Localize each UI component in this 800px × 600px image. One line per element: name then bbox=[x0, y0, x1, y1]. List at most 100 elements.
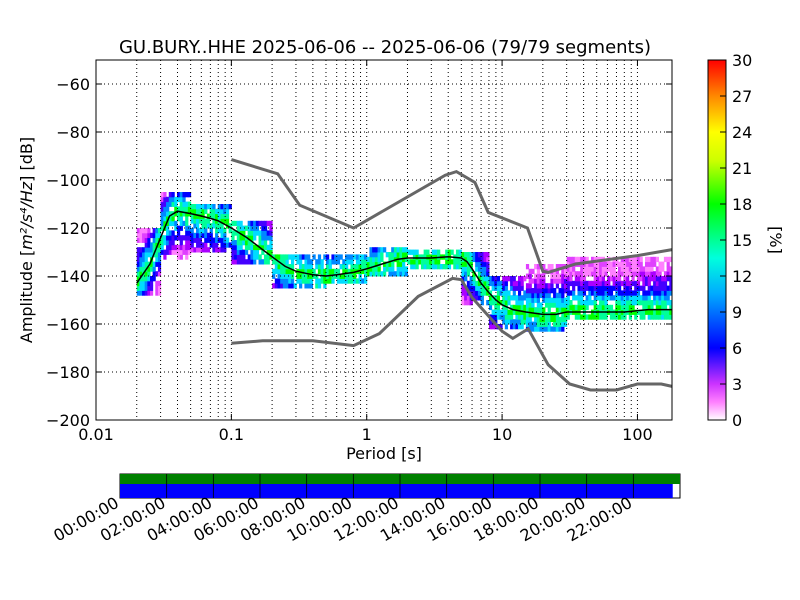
density-cell bbox=[190, 204, 194, 210]
density-cell bbox=[669, 271, 673, 277]
density-cell bbox=[609, 304, 614, 311]
density-cell bbox=[563, 321, 568, 327]
density-cell bbox=[176, 196, 181, 203]
density-cell bbox=[574, 256, 578, 263]
density-cell bbox=[491, 309, 495, 315]
density-cell bbox=[469, 266, 473, 272]
density-cell bbox=[144, 276, 148, 282]
density-cell bbox=[155, 232, 159, 239]
density-cell bbox=[447, 259, 452, 265]
density-cell bbox=[663, 276, 668, 282]
density-cell bbox=[301, 278, 305, 284]
density-cell bbox=[420, 264, 425, 270]
density-cell bbox=[599, 276, 603, 282]
density-cell bbox=[280, 259, 284, 265]
density-cell bbox=[536, 316, 541, 323]
density-cell bbox=[574, 304, 578, 311]
density-cell bbox=[166, 211, 170, 217]
density-cell bbox=[344, 264, 349, 270]
density-cell bbox=[466, 252, 471, 258]
density-cell bbox=[499, 309, 503, 315]
density-cell bbox=[160, 220, 164, 227]
density-cell bbox=[596, 295, 600, 301]
density-cell bbox=[561, 268, 565, 275]
density-cell bbox=[658, 261, 662, 267]
density-cell bbox=[288, 264, 292, 270]
density-cell bbox=[486, 252, 490, 258]
density-cell bbox=[209, 223, 213, 229]
density-cell bbox=[518, 309, 522, 315]
density-cell bbox=[601, 266, 605, 272]
density-cell bbox=[623, 271, 627, 277]
density-cell bbox=[176, 192, 181, 198]
density-cell bbox=[639, 256, 643, 263]
density-cell bbox=[596, 280, 600, 287]
density-cell bbox=[277, 273, 281, 279]
density-cell bbox=[142, 290, 146, 296]
axis-ticks: −200−180−160−140−120−100−80−600.01 0.1 1 10… bbox=[46, 60, 672, 444]
density-cell bbox=[483, 261, 487, 267]
density-cell bbox=[655, 285, 659, 291]
colorbar-tick-label: 0 bbox=[732, 411, 742, 430]
density-cell bbox=[168, 216, 173, 222]
density-cell bbox=[228, 204, 232, 210]
density-cell bbox=[166, 220, 170, 227]
density-cell bbox=[582, 304, 587, 311]
density-cell bbox=[666, 261, 670, 267]
density-cell bbox=[255, 220, 260, 227]
density-cell bbox=[142, 237, 146, 243]
density-cell bbox=[185, 225, 189, 231]
x-axis-label: Period [s] bbox=[346, 444, 422, 463]
density-cell bbox=[563, 307, 568, 313]
density-cell bbox=[486, 300, 490, 306]
density-cell bbox=[274, 259, 278, 265]
density-cell bbox=[553, 273, 557, 279]
density-cell bbox=[561, 316, 565, 323]
density-cell bbox=[353, 273, 357, 279]
density-cell bbox=[525, 307, 530, 313]
density-cell bbox=[504, 314, 508, 320]
density-cell bbox=[266, 220, 270, 227]
density-cell bbox=[277, 264, 281, 270]
density-cell bbox=[285, 273, 289, 279]
density-cell bbox=[418, 259, 422, 265]
density-cell bbox=[515, 324, 519, 330]
density-cell bbox=[250, 225, 254, 231]
density-cell bbox=[166, 225, 170, 231]
density-cell bbox=[539, 288, 543, 294]
density-cell bbox=[631, 290, 635, 296]
density-cell bbox=[280, 273, 284, 279]
density-cell bbox=[209, 232, 213, 239]
density-cell bbox=[466, 285, 471, 291]
density-cell bbox=[325, 268, 330, 275]
density-cell bbox=[136, 261, 140, 267]
density-cell bbox=[574, 271, 578, 277]
density-cell bbox=[307, 268, 311, 275]
density-cell bbox=[518, 276, 522, 282]
density-cell bbox=[615, 304, 619, 311]
density-cell bbox=[391, 256, 395, 263]
density-cell bbox=[182, 192, 186, 198]
density-cell bbox=[547, 283, 551, 289]
density-cell bbox=[661, 261, 665, 267]
density-cell bbox=[650, 314, 654, 320]
density-cell bbox=[653, 290, 657, 296]
density-cell bbox=[620, 314, 624, 320]
density-cell bbox=[472, 271, 476, 277]
density-cell bbox=[528, 292, 532, 299]
density-cell bbox=[253, 220, 257, 227]
density-cell bbox=[155, 247, 159, 253]
density-cell bbox=[223, 242, 227, 248]
density-cell bbox=[377, 256, 381, 263]
density-cell bbox=[639, 285, 643, 291]
density-cell bbox=[179, 254, 183, 260]
density-cell bbox=[577, 300, 581, 306]
density-cell bbox=[639, 271, 643, 277]
density-cell bbox=[615, 276, 619, 282]
density-cell bbox=[669, 280, 673, 287]
density-cell bbox=[402, 247, 406, 253]
density-cell bbox=[399, 247, 403, 253]
density-cell bbox=[590, 266, 595, 272]
density-cell bbox=[255, 244, 260, 251]
density-cell bbox=[388, 266, 392, 272]
